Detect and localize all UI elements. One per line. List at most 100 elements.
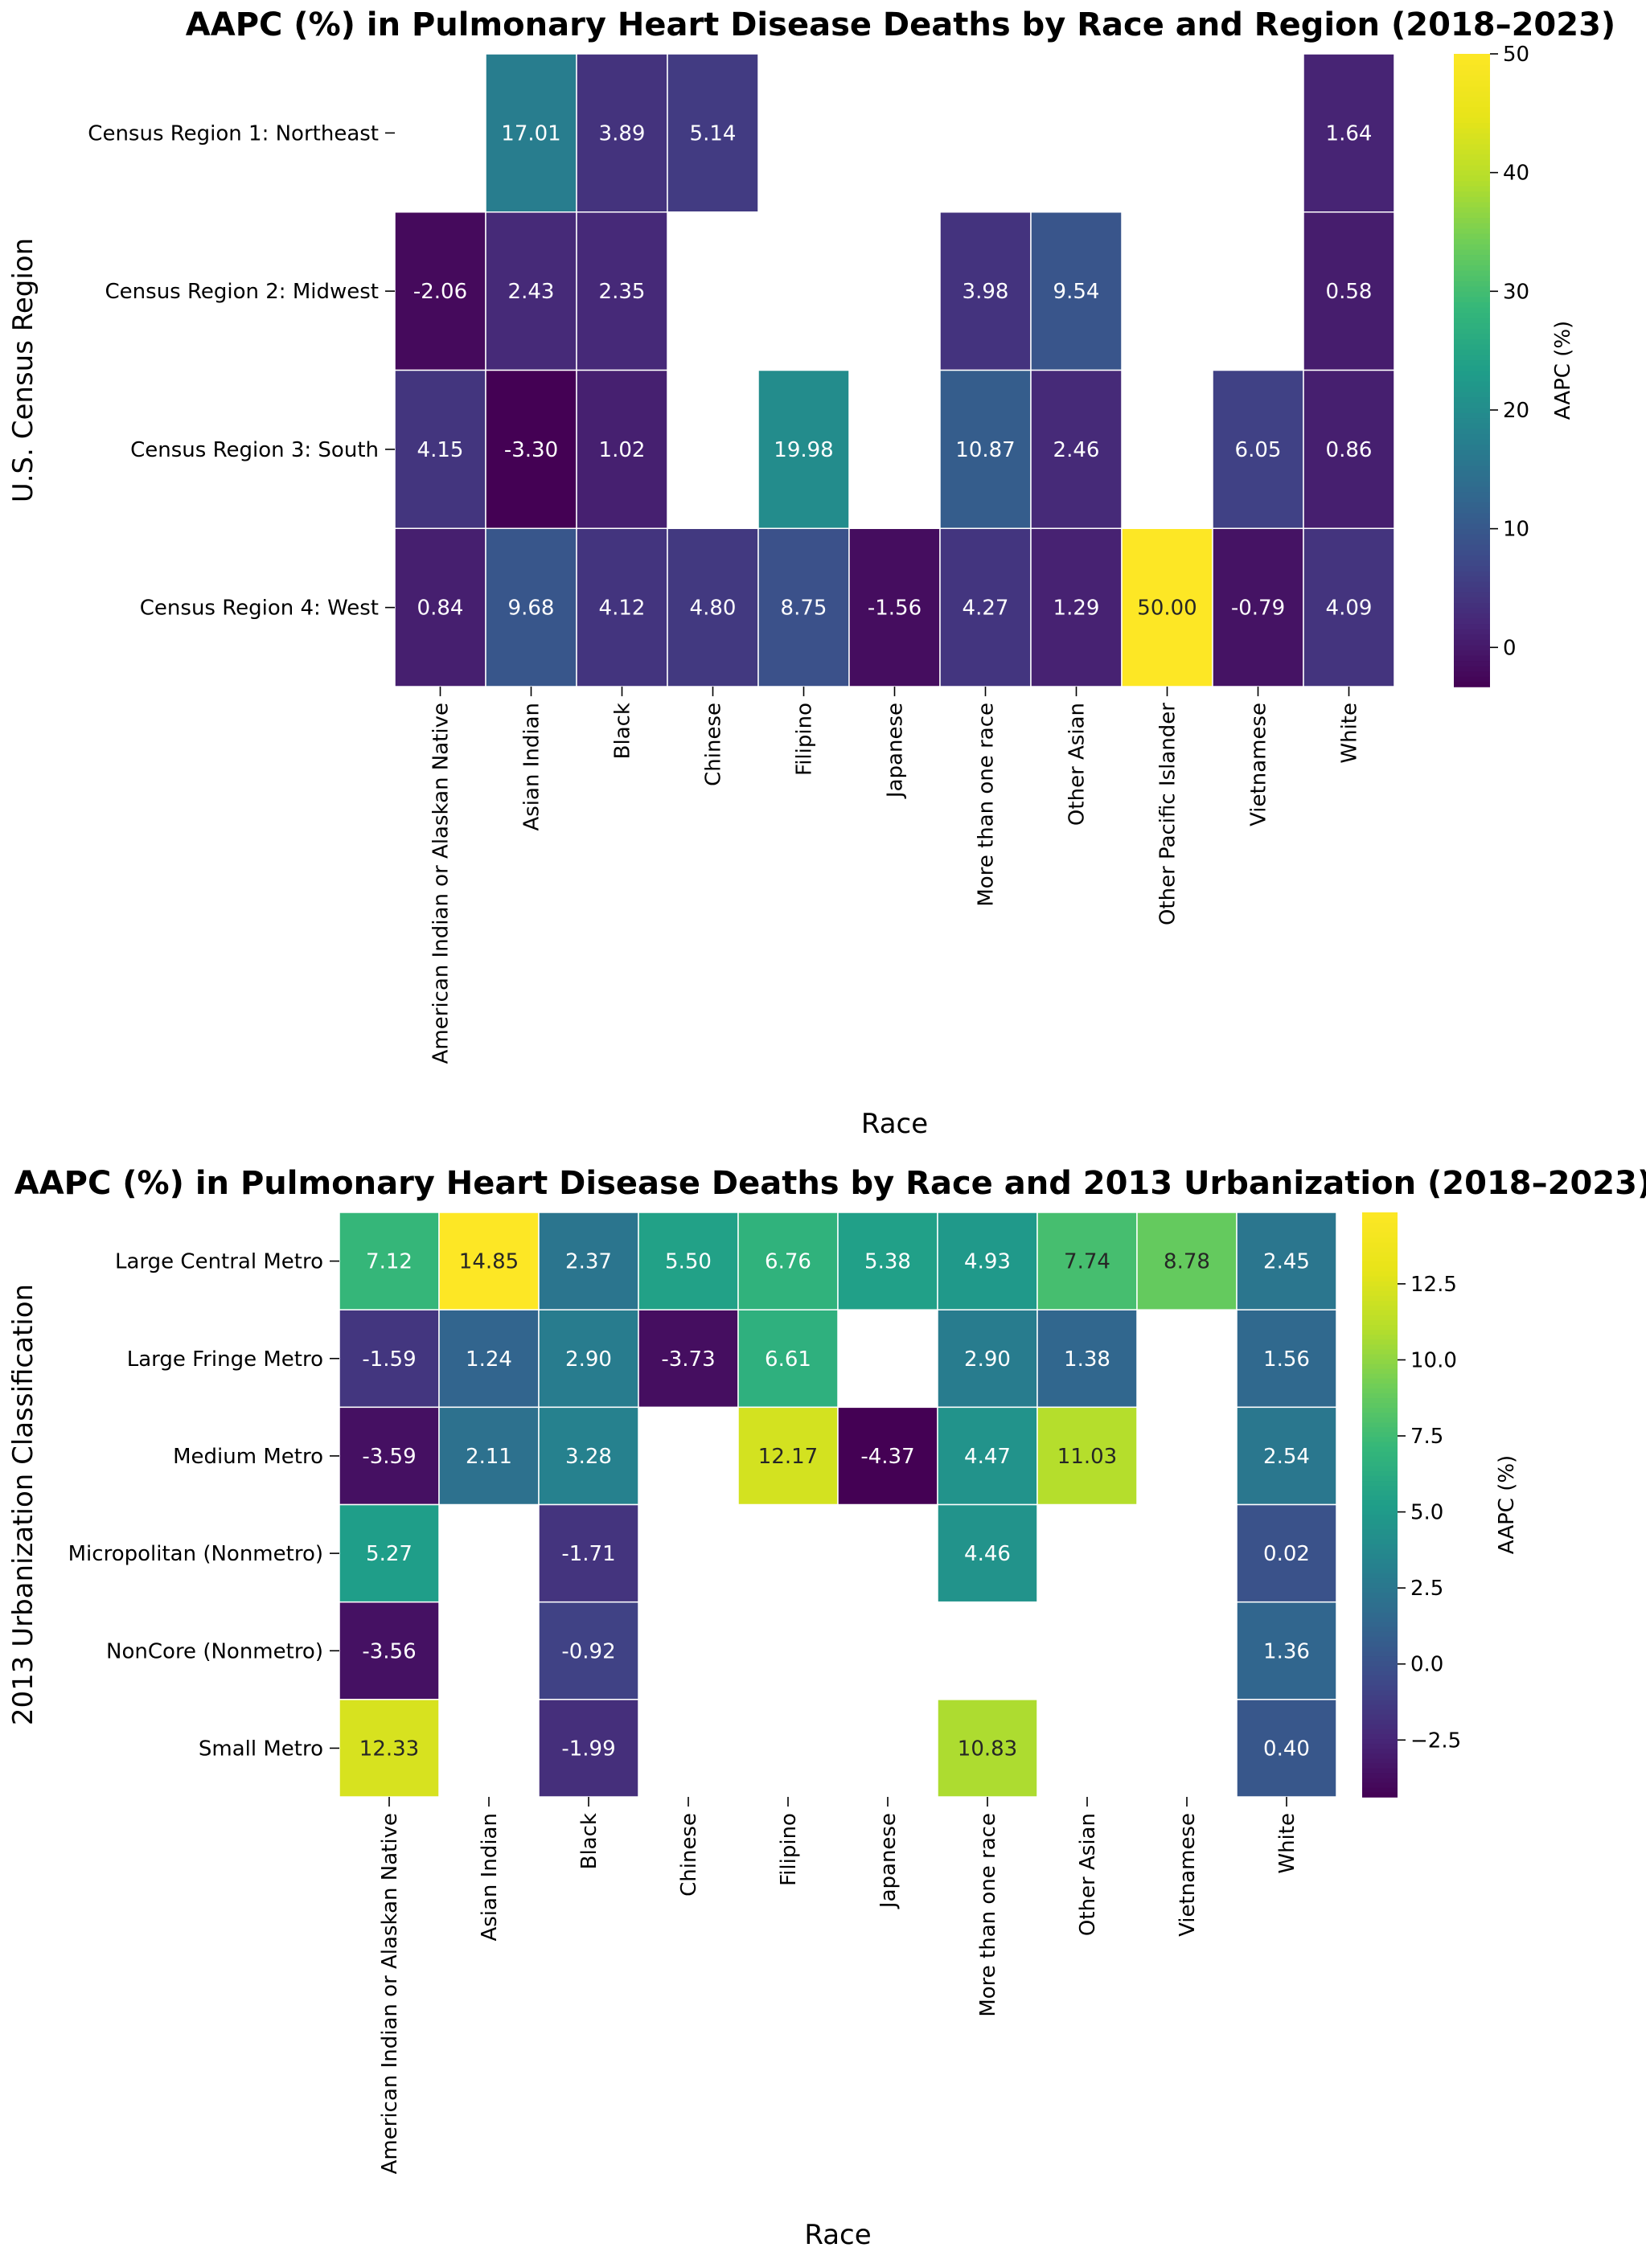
- cell-value-label: 6.76: [765, 1250, 811, 1274]
- colorbar-segment: [1362, 1528, 1398, 1535]
- colorbar-segment: [1362, 1237, 1398, 1243]
- colorbar-segment: [1454, 133, 1490, 139]
- colorbar-segment: [1454, 265, 1490, 271]
- colorbar-segment: [1362, 1246, 1398, 1253]
- colorbar-segment: [1362, 1485, 1398, 1491]
- cell-value-label: 1.38: [1064, 1347, 1110, 1372]
- colorbar-segment: [1454, 570, 1490, 577]
- colorbar-segment: [1362, 1431, 1398, 1437]
- colorbar-tick-label: 40: [1503, 162, 1529, 186]
- colorbar-segment: [1454, 291, 1490, 297]
- colorbar-segment: [1454, 475, 1490, 482]
- colorbar-segment: [1362, 1651, 1398, 1657]
- colorbar-segment: [1362, 1358, 1398, 1364]
- colorbar-segment: [1454, 80, 1490, 87]
- colorbar-segment: [1362, 1310, 1398, 1316]
- cell-value-label: -2.06: [413, 280, 467, 304]
- colorbar-segment: [1362, 1305, 1398, 1310]
- colorbar-segment: [1454, 591, 1490, 598]
- cell-value-label: 6.61: [765, 1347, 811, 1372]
- colorbar-segment: [1454, 127, 1490, 134]
- colorbar-segment: [1362, 1227, 1398, 1233]
- colorbar-tick-label: 30: [1503, 280, 1529, 304]
- colorbar-segment: [1362, 1217, 1398, 1223]
- colorbar-segment: [1454, 322, 1490, 329]
- colorbar-segment: [1454, 349, 1490, 355]
- colorbar-segment: [1362, 1708, 1398, 1715]
- cell-value-label: 10.87: [955, 438, 1015, 462]
- colorbar-segment: [1362, 1719, 1398, 1725]
- colorbar-segment: [1454, 69, 1490, 76]
- colorbar-segment: [1362, 1782, 1398, 1788]
- colorbar-segment: [1362, 1388, 1398, 1393]
- cell-value-label: 2.11: [466, 1445, 512, 1469]
- colorbar-segment: [1454, 518, 1490, 524]
- cell-value-label: 1.24: [466, 1347, 512, 1372]
- heatmap-cell: [1303, 527, 1395, 687]
- colorbar-tick-label: 10.0: [1410, 1348, 1457, 1372]
- colorbar-segment: [1454, 222, 1490, 229]
- colorbar-tick-label: 0: [1503, 636, 1517, 660]
- heatmap-cell: [937, 1406, 1038, 1506]
- colorbar-segment: [1362, 1441, 1398, 1447]
- colorbar-segment: [1362, 1392, 1398, 1399]
- colorbar-tick-label: 12.5: [1410, 1273, 1457, 1297]
- colorbar-segment: [1454, 396, 1490, 403]
- cell-value-label: 12.33: [359, 1737, 419, 1761]
- colorbar-tick-label: 20: [1503, 399, 1529, 423]
- cell-value-label: -3.30: [504, 438, 558, 462]
- colorbar-segment: [1362, 1524, 1398, 1530]
- colorbar-segment: [1362, 1616, 1398, 1622]
- colorbar-segment: [1362, 1363, 1398, 1369]
- colorbar-segment: [1454, 207, 1490, 213]
- colorbar-segment: [1362, 1772, 1398, 1778]
- colorbar-segment: [1454, 201, 1490, 207]
- x-tick-label: More than one race: [976, 1813, 1000, 2017]
- colorbar-segment: [1362, 1592, 1398, 1598]
- colorbar-segment: [1362, 1509, 1398, 1515]
- x-tick-label: Black: [611, 703, 635, 759]
- colorbar-segment: [1454, 401, 1490, 408]
- heatmap-cell: [939, 369, 1032, 529]
- colorbar-segment: [1454, 428, 1490, 434]
- colorbar-segment: [1362, 1275, 1398, 1282]
- cell-value-label: 1.64: [1326, 121, 1373, 146]
- colorbar-segment: [1454, 354, 1490, 361]
- heatmap-cell: [339, 1601, 440, 1700]
- cell-value-label: 1.36: [1263, 1639, 1310, 1663]
- cell-value-label: 0.02: [1263, 1542, 1310, 1566]
- colorbar-segment: [1362, 1446, 1398, 1452]
- heatmap-cell: [757, 369, 850, 529]
- colorbar-segment: [1454, 364, 1490, 371]
- colorbar-segment: [1454, 370, 1490, 376]
- colorbar-segment: [1362, 1412, 1398, 1418]
- colorbar-segment: [1362, 1753, 1398, 1759]
- colorbar-segment: [1362, 1421, 1398, 1428]
- heatmap-cell: [1303, 53, 1395, 213]
- colorbar-segment: [1454, 660, 1490, 666]
- cell-value-label: 4.47: [964, 1445, 1011, 1469]
- colorbar-segment: [1362, 1670, 1398, 1676]
- colorbar-segment: [1454, 417, 1490, 424]
- heatmap-cell: [538, 1601, 639, 1700]
- cell-value-label: 4.12: [599, 597, 646, 621]
- colorbar-segment: [1454, 523, 1490, 530]
- x-tick-label: Vietnamese: [1176, 1813, 1200, 1937]
- colorbar-segment: [1454, 438, 1490, 445]
- colorbar-segment: [1454, 359, 1490, 366]
- colorbar-segment: [1362, 1699, 1398, 1705]
- colorbar-tick-label: 7.5: [1410, 1425, 1443, 1449]
- colorbar-segment: [1362, 1460, 1398, 1466]
- heatmap-cell: [937, 1309, 1038, 1409]
- colorbar-segment: [1454, 180, 1490, 187]
- cell-value-label: 8.78: [1164, 1250, 1210, 1274]
- colorbar-segment: [1362, 1372, 1398, 1379]
- colorbar-segment: [1362, 1265, 1398, 1272]
- colorbar-segment: [1454, 312, 1490, 318]
- colorbar-segment: [1362, 1241, 1398, 1248]
- colorbar-segment: [1362, 1324, 1398, 1331]
- colorbar-segment: [1362, 1636, 1398, 1642]
- cell-value-label: 10.83: [958, 1737, 1017, 1761]
- colorbar-segment: [1362, 1256, 1398, 1262]
- cell-value-label: 1.56: [1263, 1347, 1310, 1372]
